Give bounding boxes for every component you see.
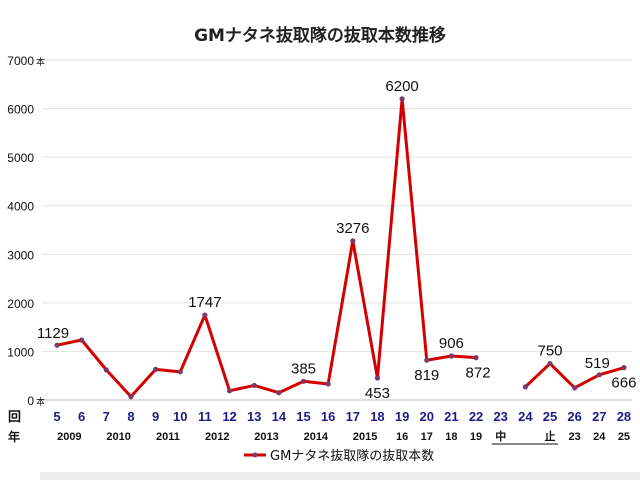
data-point bbox=[522, 384, 528, 390]
x-tick-label: 16 bbox=[321, 409, 335, 424]
data-label: 519 bbox=[585, 355, 610, 372]
data-label: 819 bbox=[414, 367, 439, 384]
year-label: 18 bbox=[445, 431, 457, 443]
x-tick-label: 17 bbox=[346, 409, 360, 424]
data-point bbox=[448, 353, 454, 359]
y-tick-label: 1000 bbox=[7, 345, 34, 359]
year-label: 2013 bbox=[254, 431, 278, 443]
data-point bbox=[399, 96, 405, 102]
data-label: 385 bbox=[291, 360, 316, 377]
y-tick-label: 6000 bbox=[7, 103, 34, 117]
data-point bbox=[596, 372, 602, 378]
data-point bbox=[424, 357, 430, 363]
x-tick-label: 23 bbox=[493, 409, 507, 424]
data-point bbox=[251, 382, 257, 389]
data-label: 3276 bbox=[336, 220, 369, 237]
x-tick-label: 19 bbox=[395, 409, 409, 424]
y-unit-label: 本 bbox=[36, 56, 45, 68]
data-point bbox=[202, 312, 208, 318]
data-point bbox=[276, 390, 282, 396]
y-tick-label: 2000 bbox=[7, 297, 34, 311]
data-point bbox=[473, 355, 479, 361]
round-row-label: 回 bbox=[8, 410, 21, 425]
year-label: 2011 bbox=[156, 431, 180, 443]
data-point bbox=[79, 337, 85, 343]
data-point bbox=[374, 375, 381, 381]
y-tick-label: 7000 bbox=[7, 54, 34, 68]
y-unit-label: 本 bbox=[36, 396, 45, 408]
data-label: 1747 bbox=[188, 294, 221, 311]
year-label: 17 bbox=[421, 431, 433, 443]
year-label: 止 bbox=[545, 429, 556, 443]
x-tick-label: 20 bbox=[420, 409, 434, 424]
data-point bbox=[128, 394, 134, 400]
x-tick-label: 22 bbox=[469, 409, 483, 424]
data-label: 666 bbox=[611, 375, 636, 392]
x-tick-label: 27 bbox=[592, 409, 606, 424]
legend-label: GMナタネ抜取隊の抜取本数 bbox=[270, 448, 434, 464]
data-point bbox=[350, 238, 356, 244]
data-point bbox=[54, 342, 60, 348]
x-tick-label: 18 bbox=[370, 409, 384, 424]
data-label: 6200 bbox=[385, 78, 418, 95]
x-tick-label: 10 bbox=[173, 409, 187, 424]
bottom-bar bbox=[40, 472, 640, 480]
data-label: 750 bbox=[537, 343, 562, 360]
data-point bbox=[325, 381, 331, 387]
legend: GMナタネ抜取隊の抜取本数 bbox=[244, 448, 434, 464]
year-label: 25 bbox=[618, 431, 630, 443]
x-tick-label: 13 bbox=[247, 409, 261, 424]
legend-marker bbox=[252, 452, 258, 458]
year-label: 19 bbox=[470, 431, 482, 443]
x-tick-label: 21 bbox=[444, 409, 458, 424]
year-label: 中 bbox=[495, 429, 506, 443]
year-label: 24 bbox=[593, 431, 606, 443]
data-point bbox=[621, 365, 627, 371]
data-point bbox=[300, 378, 307, 384]
y-tick-label: 3000 bbox=[7, 248, 34, 262]
data-point bbox=[103, 367, 109, 373]
x-tick-label: 6 bbox=[78, 409, 85, 424]
data-point bbox=[547, 360, 553, 367]
year-label: 2015 bbox=[353, 431, 377, 443]
year-label: 2014 bbox=[304, 431, 329, 443]
x-tick-label: 9 bbox=[152, 409, 159, 424]
chart-title: GMナタネ抜取隊の抜取本数推移 bbox=[194, 25, 446, 46]
year-row-label: 年 bbox=[8, 429, 20, 444]
x-tick-label: 11 bbox=[198, 409, 212, 424]
x-tick-label: 8 bbox=[127, 409, 134, 424]
x-tick-label: 15 bbox=[296, 409, 310, 424]
x-tick-label: 24 bbox=[518, 409, 533, 424]
x-tick-label: 14 bbox=[272, 409, 287, 424]
data-label: 453 bbox=[365, 385, 390, 402]
year-label: 2009 bbox=[57, 431, 81, 443]
data-label: 1129 bbox=[37, 325, 69, 342]
x-tick-label: 12 bbox=[222, 409, 236, 424]
y-tick-label: 5000 bbox=[7, 151, 34, 165]
data-point bbox=[177, 369, 183, 375]
data-point bbox=[572, 385, 578, 391]
year-label: 23 bbox=[569, 431, 581, 443]
series-line bbox=[56, 97, 477, 399]
data-point bbox=[153, 366, 159, 372]
data-point bbox=[226, 388, 233, 394]
y-tick-label: 0 bbox=[27, 394, 34, 408]
year-label: 2010 bbox=[106, 431, 130, 443]
year-label: 16 bbox=[396, 431, 408, 443]
x-tick-label: 25 bbox=[543, 409, 557, 424]
x-tick-label: 5 bbox=[53, 409, 60, 424]
data-label: 906 bbox=[439, 335, 464, 352]
x-tick-label: 26 bbox=[567, 409, 581, 424]
x-tick-label: 7 bbox=[103, 409, 110, 424]
y-tick-label: 4000 bbox=[7, 200, 34, 214]
x-tick-label: 28 bbox=[617, 409, 631, 424]
year-label: 2012 bbox=[205, 431, 229, 443]
data-label: 872 bbox=[466, 365, 491, 382]
